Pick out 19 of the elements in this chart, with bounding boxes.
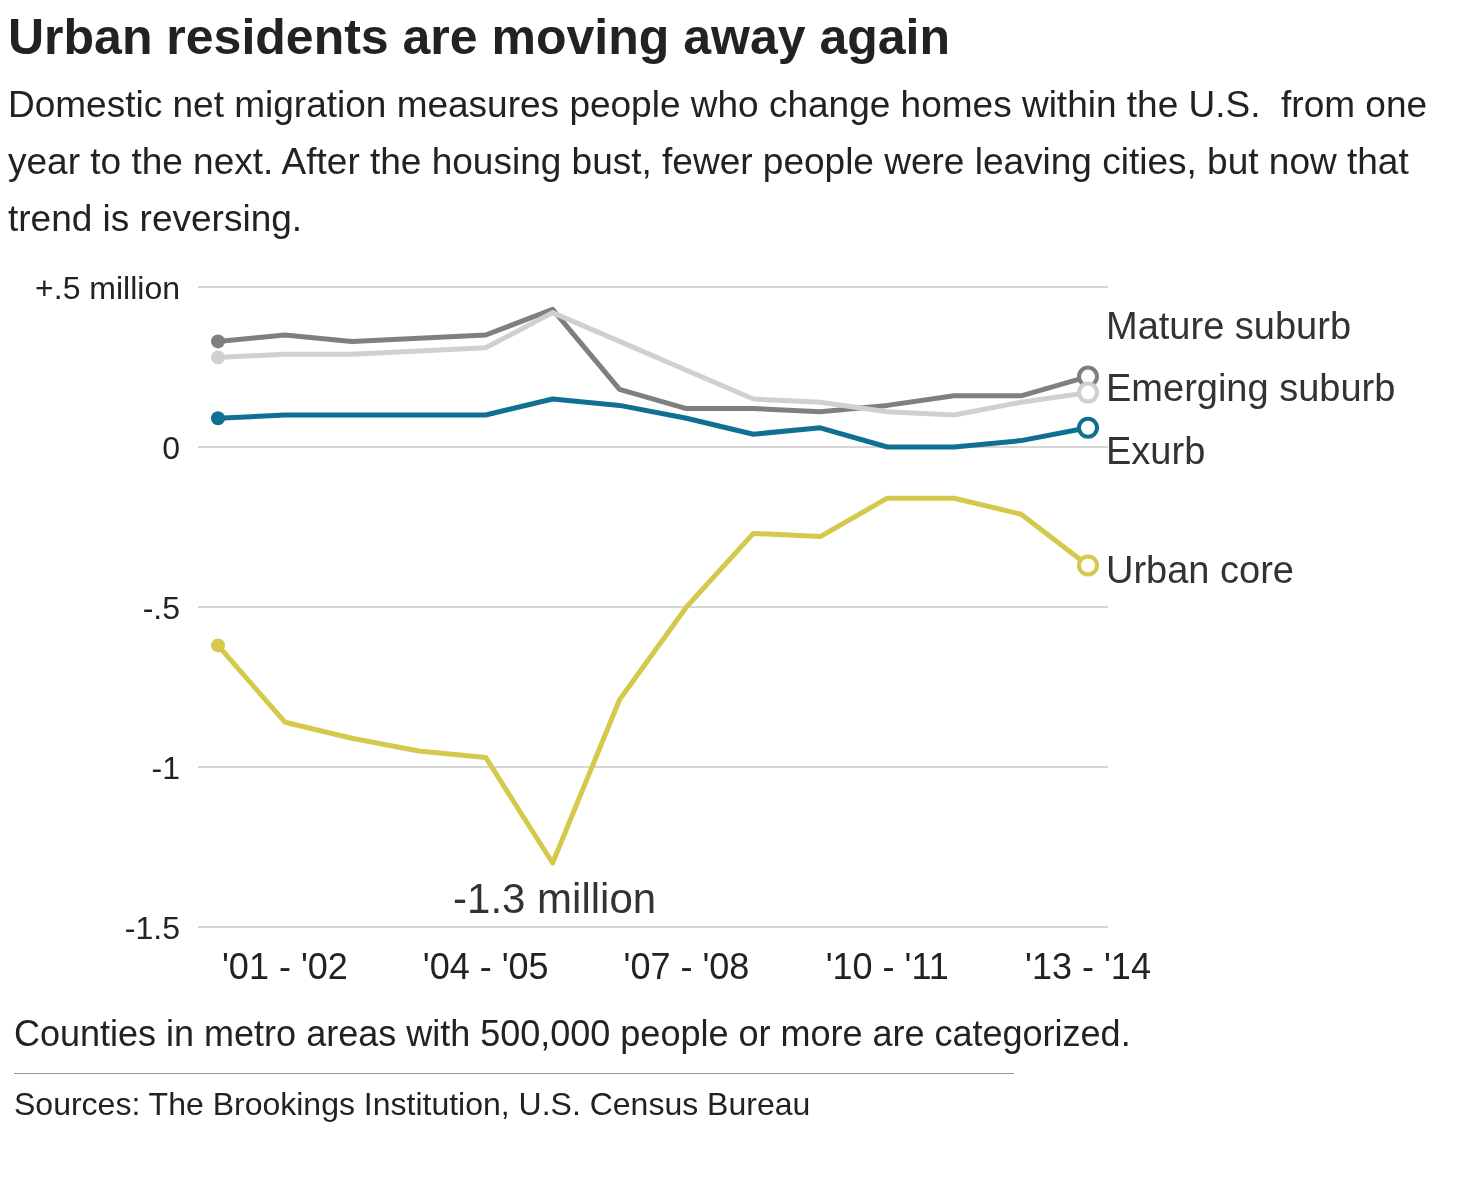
y-tick-label: 0 [162, 430, 180, 466]
y-tick-label: -1 [151, 750, 180, 786]
x-tick-label: '01 - '02 [222, 945, 348, 987]
y-tick-label: -.5 [142, 590, 180, 626]
x-tick-label: '07 - '08 [623, 945, 750, 987]
series-label: Urban core [1106, 549, 1294, 592]
series-label: Exurb [1106, 429, 1206, 472]
series-label: Emerging suburb [1106, 366, 1396, 409]
x-tick-label: '13 - '14 [1025, 945, 1151, 987]
x-tick-label: '10 - '11 [825, 945, 949, 987]
series-label: Mature suburb [1106, 304, 1352, 347]
chart-title: Urban residents are moving away again [8, 8, 951, 66]
x-tick-label: '04 - '05 [422, 945, 549, 987]
source-note: Sources: The Brookings Institution, U.S. Census Bureau [14, 1073, 1014, 1123]
y-tick-label: -1.5 [124, 910, 180, 946]
text: Counties in metro areas with 500,000 people or more are categorized. [14, 1013, 1132, 1055]
annotation: -1.3 million [453, 875, 657, 922]
chart-subtitle: Domestic net migration measures people who change homes within the U.S. from one year to the next. After the housing bust, fewer people were leaving cities, but now that trend is reversing. [8, 83, 1429, 241]
y-tick-label: +.5 million [35, 270, 180, 306]
